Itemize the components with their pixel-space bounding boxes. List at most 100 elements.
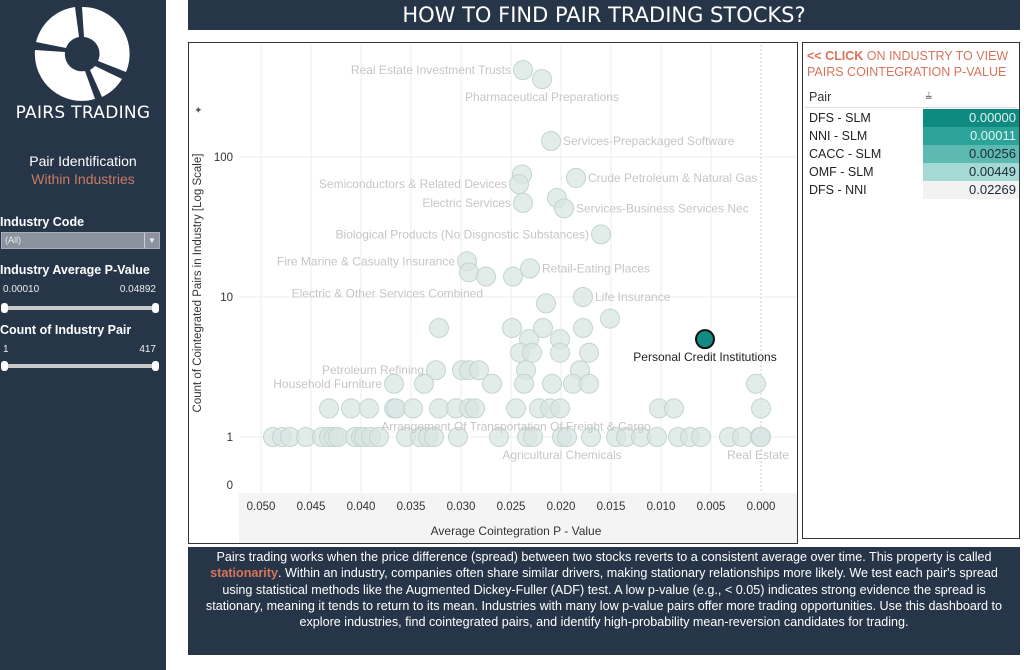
avg-pvalue-slider[interactable] [1,303,159,313]
industry-bubble[interactable] [359,398,379,419]
industry-bubble[interactable] [514,373,534,394]
industry-bubble[interactable] [384,373,404,394]
industry-bubble[interactable] [465,398,485,419]
table-row[interactable]: NNI - SLM 0.00011 [805,127,1019,145]
industry-bubble[interactable] [469,360,489,381]
industry-bubble[interactable] [523,427,543,447]
pair-name: DFS - SLM [809,111,871,125]
industry-bubble[interactable] [424,427,444,447]
industry-bubble[interactable] [579,342,599,363]
industry-label[interactable]: Personal Credit Institutions [633,350,776,364]
industry-code-select[interactable]: (All) ▼ [1,232,160,249]
industry-bubble[interactable] [414,373,434,394]
industry-label[interactable]: Electric & Other Services Combined [292,287,483,301]
industry-label[interactable]: Retail-Eating Places [542,261,650,275]
industry-bubble[interactable] [732,427,752,447]
industry-bubble[interactable] [573,318,593,339]
industry-bubble[interactable] [328,427,348,447]
y-axis-title: Count of Cointegrated Pairs in Industry … [192,154,204,413]
table-row[interactable]: DFS - NNI 0.02269 [805,181,1019,199]
x-tick-label: 0.025 [497,501,526,513]
industry-bubble[interactable] [341,398,361,419]
pair-count-min: 1 [3,344,9,355]
industry-bubble[interactable] [751,398,771,419]
industry-bubble[interactable] [600,308,620,329]
column-header-pair[interactable]: Pair [809,90,832,104]
industry-bubble[interactable] [533,318,553,339]
avg-pvalue-min: 0.00010 [3,284,40,295]
industry-bubble[interactable] [369,427,389,447]
slider-max-handle[interactable] [152,361,159,371]
industry-bubble[interactable] [506,398,526,419]
industry-bubble[interactable] [647,427,667,447]
industry-bubble[interactable] [751,427,771,447]
industry-label[interactable]: Real Estate Investment Trusts [351,63,511,77]
industry-bubble[interactable] [429,318,449,339]
industry-bubble[interactable] [429,398,449,419]
industry-label[interactable]: Petroleum Refining [322,363,424,377]
industry-bubble[interactable] [550,342,570,363]
industry-bubble[interactable] [573,287,593,307]
industry-label[interactable]: Biological Products (No Disgnostic Subst… [336,227,589,241]
industry-bubble[interactable] [691,427,711,447]
selected-industry-bubble[interactable] [695,329,715,350]
pin-icon[interactable]: ✦ [194,106,205,114]
pair-name: DFS - NNI [809,183,867,197]
industry-bubble[interactable] [476,266,496,287]
industry-scatter-chart[interactable]: 0.050 0.045 0.040 0.035 0.030 0.025 0.020 0.015… [188,42,798,544]
slider-min-handle[interactable] [1,361,8,371]
industry-label[interactable]: Electric Services [422,196,511,210]
industry-label[interactable]: Household Furniture [273,377,382,391]
industry-label[interactable]: Arrangement Of Transportation Of Freight… [381,419,651,433]
industry-label[interactable]: Fire Marine & Casualty Insurance [277,254,455,268]
industry-bubble[interactable] [520,258,540,279]
industry-label[interactable]: Real Estate [727,448,789,462]
pvalue-cell: 0.00256 [923,145,1019,163]
slider-max-handle[interactable] [152,303,159,313]
industry-bubble[interactable] [664,398,684,419]
industry-bubble[interactable] [513,192,533,213]
industry-bubble[interactable] [550,398,570,419]
slider-min-handle[interactable] [1,303,8,313]
industry-bubble[interactable] [426,360,446,381]
industry-bubble[interactable] [591,224,611,245]
industry-bubble[interactable] [522,342,542,363]
industry-bubble[interactable] [579,373,599,394]
pair-count-slider[interactable] [1,361,159,371]
industry-bubble[interactable] [554,198,574,219]
industry-bubble[interactable] [536,293,556,314]
industry-bubble[interactable] [386,398,406,419]
table-row[interactable]: OMF - SLM 0.00449 [805,163,1019,181]
industry-code-value: (All) [5,235,21,245]
industry-label[interactable]: Pharmaceutical Preparations [465,90,619,104]
pairs-trading-logo-icon [34,6,130,101]
industry-bubble[interactable] [746,373,766,394]
table-row[interactable]: CACC - SLM 0.00256 [805,145,1019,163]
industry-bubble[interactable] [448,427,468,447]
industry-bubble[interactable] [403,398,423,419]
sort-icon[interactable]: ≟ [925,92,933,102]
industry-bubble[interactable] [502,318,522,339]
chevron-down-icon[interactable]: ▼ [144,233,159,248]
industry-bubble[interactable] [503,266,523,287]
scatter-svg[interactable]: 0.050 0.045 0.040 0.035 0.030 0.025 0.020 0.015… [189,43,797,543]
table-row[interactable]: DFS - SLM 0.00000 [805,109,1019,127]
industry-bubble[interactable] [566,167,586,188]
industry-label[interactable]: Crude Petroleum & Natural Gas [588,171,757,185]
industry-label[interactable]: Services-Business Services Nec [576,201,749,215]
industry-bubble[interactable] [489,427,509,447]
industry-label[interactable]: Semiconductors & Related Devices [319,177,507,191]
industry-bubble[interactable] [319,398,339,419]
industry-bubble[interactable] [557,427,577,447]
industry-bubble[interactable] [581,427,601,447]
industry-bubble[interactable] [509,174,529,195]
industry-label[interactable]: Life Insurance [595,290,671,304]
industry-bubble[interactable] [513,60,533,81]
industry-bubble[interactable] [542,373,562,394]
industry-bubble[interactable] [532,69,552,90]
industry-bubble[interactable] [482,373,502,394]
industry-bubble[interactable] [541,131,561,152]
industry-bubble[interactable] [459,262,479,283]
industry-label[interactable]: Agricultural Chemicals [502,448,621,462]
industry-label[interactable]: Services-Prepackaged Software [563,134,735,148]
